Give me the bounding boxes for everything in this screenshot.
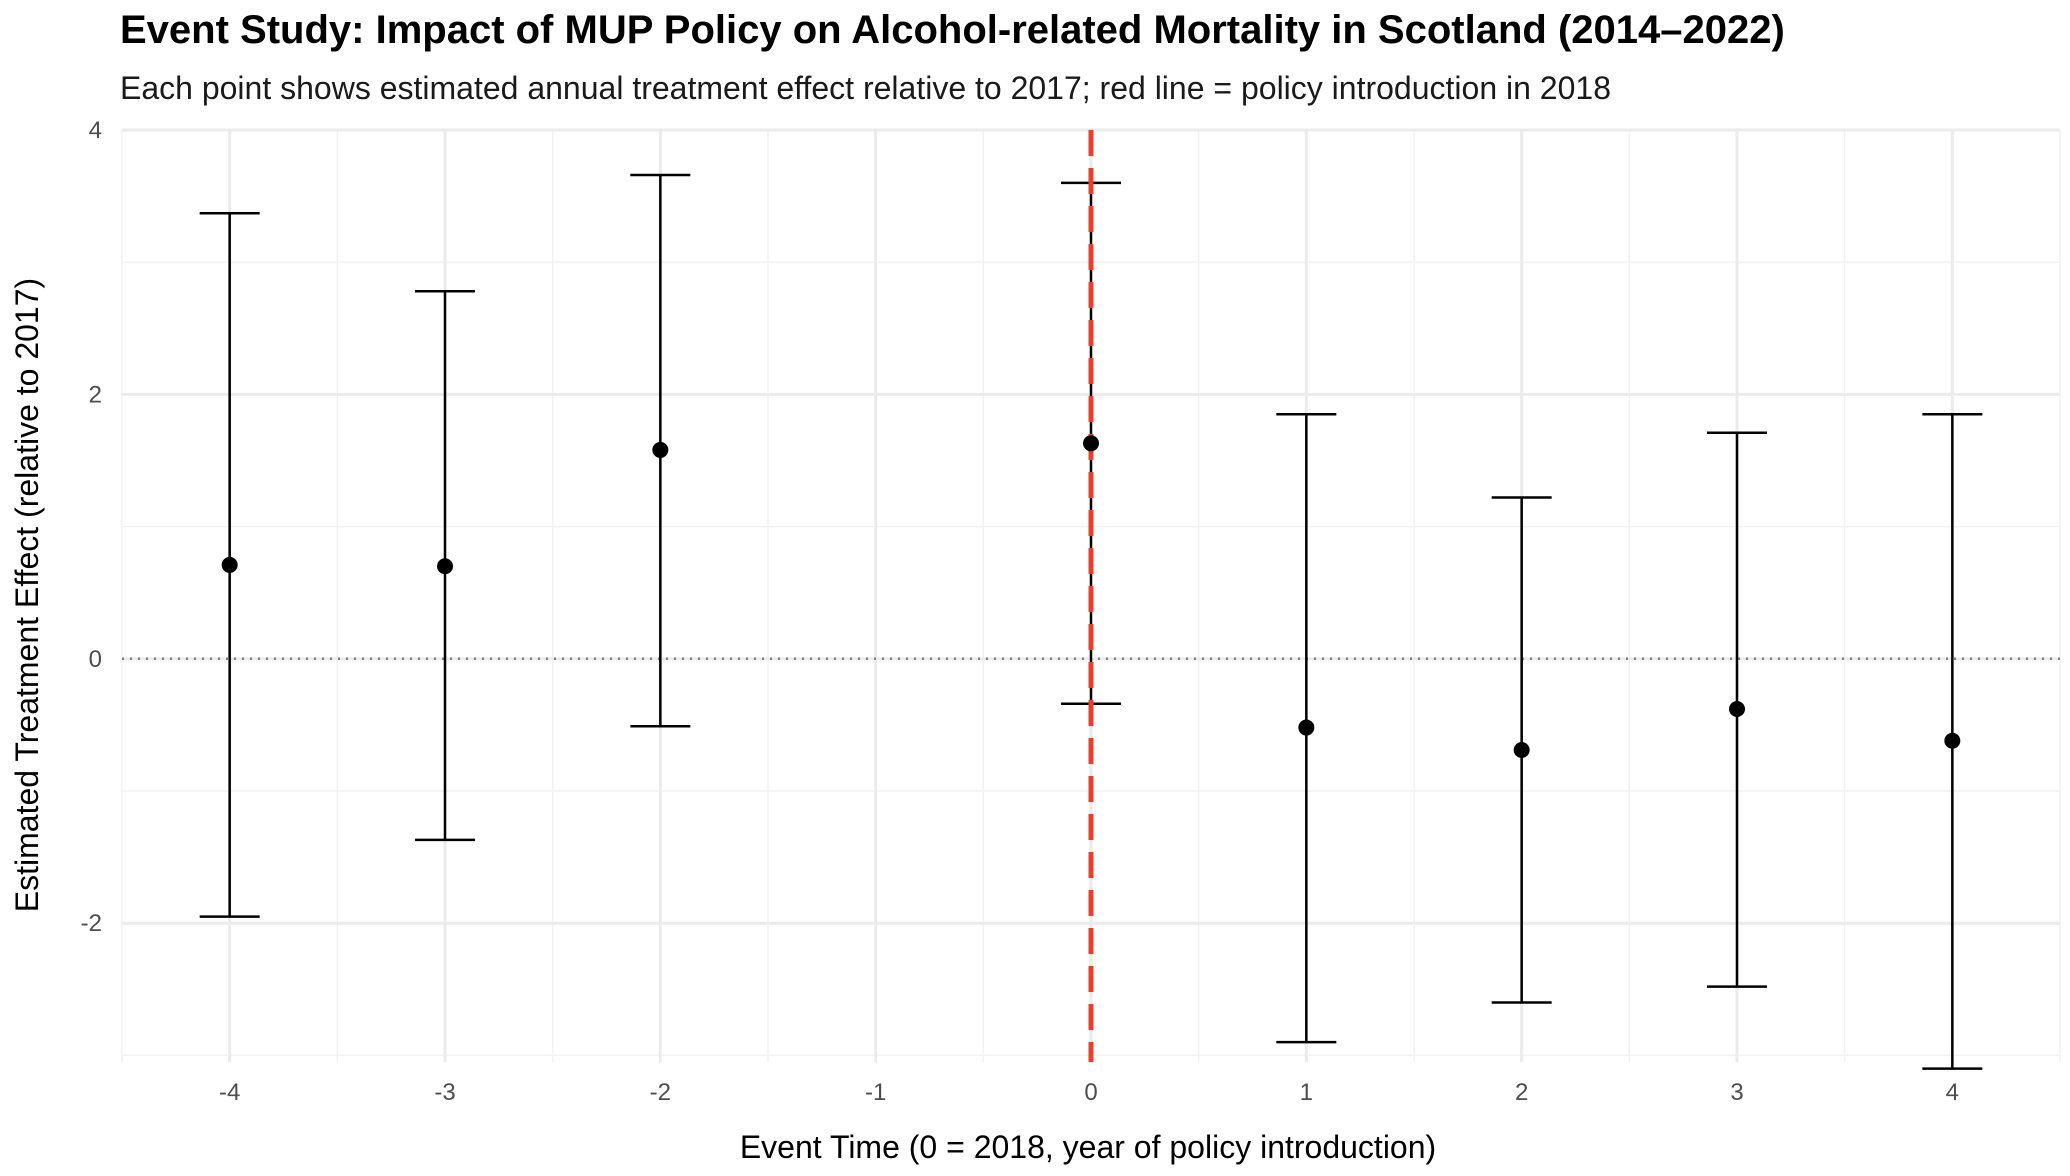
chart-subtitle: Each point shows estimated annual treatm…: [120, 70, 1611, 106]
data-point-7: [1944, 732, 1961, 749]
tick-labels: -4 -3 -2 -1 0 1 2 3 4 -2 0 2 4: [81, 117, 1959, 1106]
x-tick-label: 4: [1946, 1079, 1959, 1106]
y-tick-label: 2: [89, 381, 102, 408]
data-point-2: [652, 441, 669, 458]
data-point-5: [1513, 742, 1530, 759]
x-tick-label: 3: [1730, 1079, 1743, 1106]
x-tick-label: -3: [434, 1079, 455, 1106]
chart-title: Event Study: Impact of MUP Policy on Alc…: [120, 8, 1785, 52]
data-point-6: [1729, 701, 1745, 718]
x-tick-label: 2: [1515, 1079, 1528, 1106]
data-point-0: [221, 556, 238, 573]
x-axis-title: Event Time (0 = 2018, year of policy int…: [740, 1129, 1436, 1165]
x-tick-label: -1: [865, 1079, 886, 1106]
x-tick-label: 0: [1084, 1079, 1097, 1106]
y-tick-label: 0: [89, 646, 102, 673]
x-tick-label: -4: [219, 1079, 240, 1106]
data-points: [221, 435, 1961, 759]
data-point-3: [1083, 435, 1099, 452]
y-axis-title: Estimated Treatment Effect (relative to …: [9, 278, 45, 912]
x-tick-label: -2: [650, 1079, 671, 1106]
data-point-1: [437, 558, 453, 575]
y-tick-label: -2: [81, 910, 102, 937]
y-tick-label: 4: [89, 117, 102, 144]
x-tick-label: 1: [1300, 1079, 1313, 1106]
data-point-4: [1298, 719, 1315, 736]
